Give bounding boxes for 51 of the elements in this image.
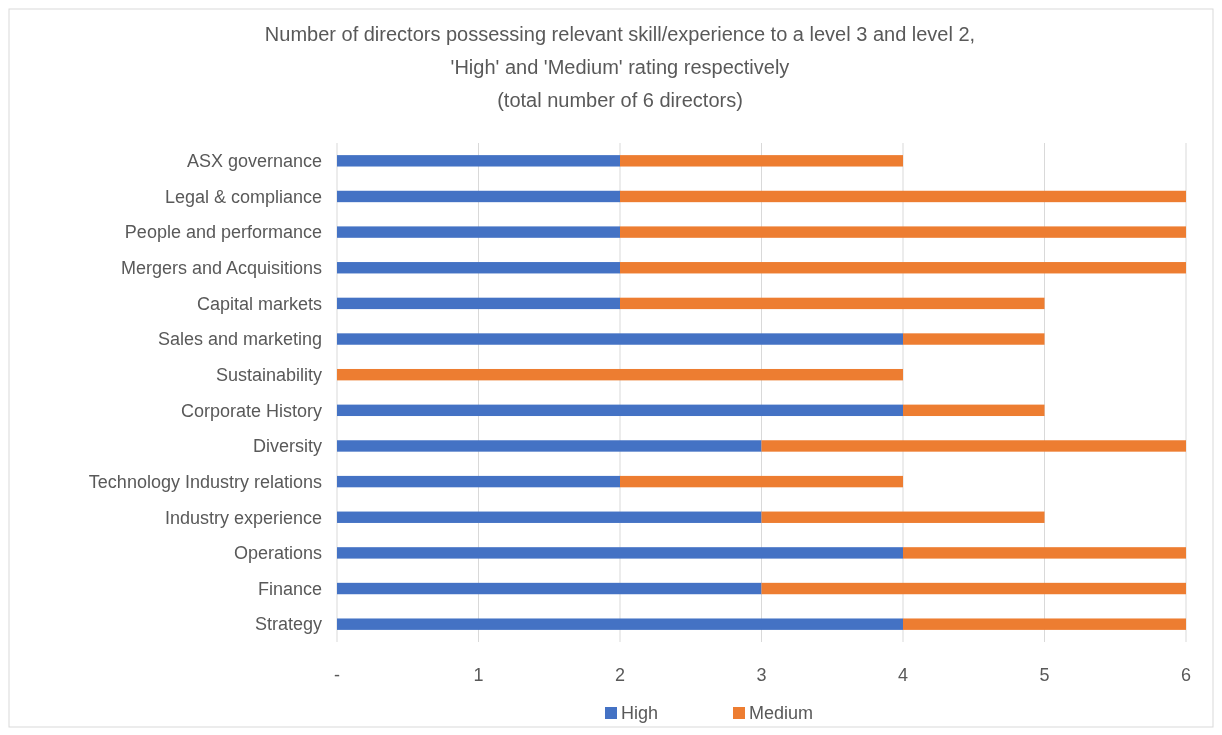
- bar: [903, 547, 1186, 559]
- bar: [620, 155, 903, 167]
- y-tick-label: Sustainability: [215, 364, 322, 385]
- bar: [337, 155, 620, 167]
- bar: [620, 262, 1186, 274]
- x-tick-label: 3: [756, 665, 767, 686]
- bar: [337, 262, 620, 274]
- bar: [903, 404, 1045, 417]
- bar: [337, 618, 903, 630]
- y-tick-label: Technology Industry relations: [88, 471, 322, 492]
- y-tick-label: Legal & compliance: [164, 186, 322, 207]
- y-tick-label: Finance: [257, 578, 322, 599]
- bar: [620, 475, 903, 488]
- bar: [337, 404, 903, 417]
- bar: [903, 618, 1186, 630]
- bar: [337, 440, 762, 452]
- chart-title: Number of directors possessing relevant skill/experience to a level 3 and level 2, 'High' and 'Medium' rating respectively (total number of 6 directors): [264, 23, 976, 111]
- x-tick-label: 1: [473, 665, 484, 686]
- y-tick-label: Operations: [233, 543, 322, 564]
- x-tick-label: -: [334, 665, 340, 686]
- x-tick-label: 5: [1039, 665, 1050, 686]
- y-tick-label: Strategy: [254, 614, 322, 635]
- y-tick-label: Sales and marketing: [157, 329, 322, 350]
- y-tick-label: Mergers and Acquisitions: [120, 258, 322, 279]
- bar: [337, 333, 903, 345]
- bar: [337, 475, 620, 488]
- bar: [337, 368, 903, 381]
- y-tick-label: Industry experience: [164, 507, 322, 528]
- y-tick-label: Capital markets: [196, 293, 322, 314]
- bar: [903, 333, 1045, 345]
- bar: [761, 440, 1186, 452]
- y-tick-label: Corporate History: [180, 400, 322, 421]
- bar: [620, 226, 1186, 238]
- y-tick-label: Diversity: [252, 436, 322, 457]
- y-tick-label: People and performance: [124, 222, 322, 243]
- bar: [620, 297, 1045, 310]
- bar: [620, 190, 1186, 203]
- bar: [761, 582, 1186, 595]
- legend-label: High: [621, 703, 659, 724]
- bar: [337, 547, 903, 559]
- x-tick-label: 6: [1180, 665, 1192, 686]
- bar: [761, 511, 1045, 523]
- y-tick-label: ASX governance: [186, 151, 322, 172]
- x-tick-label: 2: [614, 665, 626, 686]
- bar: [337, 511, 762, 523]
- x-tick-label: 4: [897, 665, 909, 686]
- legend-label: Medium: [749, 703, 814, 724]
- bar: [337, 297, 620, 310]
- bar: [337, 582, 762, 595]
- bar: [337, 190, 620, 203]
- bar: [337, 226, 620, 238]
